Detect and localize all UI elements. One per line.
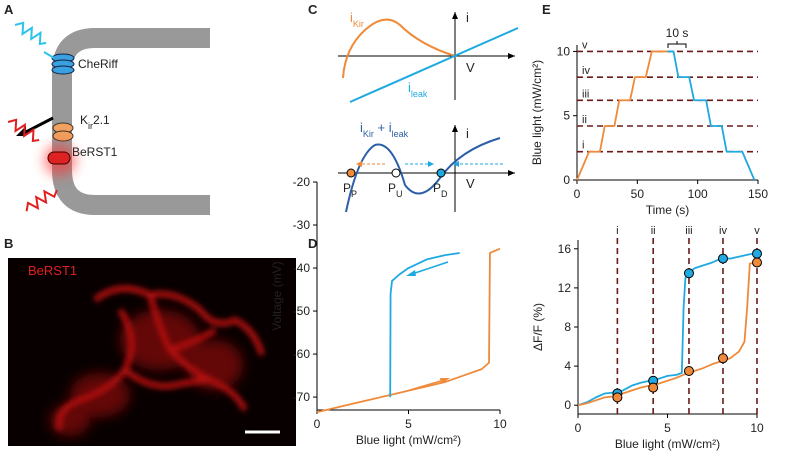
data-point (648, 382, 659, 393)
data-line (389, 252, 460, 398)
y-tick-label: 0 (564, 398, 571, 412)
y-tick-label: -30 (293, 218, 311, 232)
x-tick-label: 0 (314, 417, 321, 431)
text-part: ir (88, 121, 93, 131)
y-tick-label: 16 (558, 242, 572, 256)
x-tick-label: 5 (664, 421, 671, 435)
y-tick-label: -40 (293, 261, 311, 275)
y-tick-label: 4 (564, 359, 571, 373)
data-line (667, 50, 756, 181)
kir-label: Kir2.1 (80, 113, 110, 131)
reference-label: iv (719, 225, 727, 237)
text-part: Kir (353, 19, 364, 29)
reference-label: i (616, 225, 618, 237)
isum-label: iKir + ileak (360, 120, 409, 139)
axis-v: V (466, 60, 475, 75)
x-tick-label: 100 (688, 187, 708, 201)
data-point (717, 353, 728, 364)
iv-diagram-top: iKir ileak i V (338, 10, 519, 103)
y-tick-label: 12 (558, 281, 572, 295)
panel-label: B (4, 236, 13, 251)
text-part: i (350, 10, 353, 25)
panel-label: D (308, 236, 317, 251)
bracket (667, 41, 687, 48)
text-part: leak (411, 89, 428, 99)
x-tick-label: 10 (493, 417, 507, 431)
data-line (316, 247, 501, 414)
text-part: U (396, 189, 403, 199)
reference-label: iv (582, 65, 590, 77)
y-tick-label: 10 (557, 44, 571, 58)
y-tick-label: 8 (564, 320, 571, 334)
text-part: Kir (363, 129, 374, 139)
x-tick-label: 10 (750, 421, 764, 435)
y-axis-label: Voltage (mV) (270, 261, 284, 330)
data-point (612, 392, 623, 403)
data-point (717, 253, 728, 264)
reference-label: iii (685, 225, 692, 237)
image-label: BeRST1 (28, 263, 77, 278)
text-part: P (433, 181, 441, 195)
y-tick-label: -50 (293, 304, 311, 318)
panel-label: C (308, 2, 318, 17)
reference-label: v (754, 225, 760, 237)
y-tick-label: -60 (293, 347, 311, 361)
y-tick-label: -20 (293, 175, 311, 189)
ikir-label: iKir (350, 10, 364, 29)
panel-label: E (542, 2, 551, 17)
reference-label: ii (651, 225, 656, 237)
point-label: PD (433, 181, 448, 199)
berst-label: BeRST1 (72, 145, 118, 159)
panel-label: A (4, 2, 14, 17)
reference-label: v (582, 39, 588, 51)
y-tick-label: 5 (563, 109, 570, 123)
ileak-label: ileak (408, 80, 428, 99)
sweep-arrows (406, 261, 450, 391)
x-axis-label: Blue light (mW/cm²) (615, 437, 720, 451)
data-line (576, 50, 668, 181)
data-line (577, 251, 758, 407)
axis-v: V (466, 176, 475, 191)
reference-label: iii (582, 88, 589, 100)
text-part: i (360, 120, 363, 135)
reference-label: i (582, 140, 584, 152)
point-label: PP (343, 181, 357, 199)
data-point (752, 248, 762, 259)
data-point (683, 268, 694, 279)
data-point (752, 257, 762, 268)
data-line (577, 261, 758, 407)
iv-diagram-bottom: iKir + ileak i V PP PU PD (338, 120, 515, 213)
y-axis-label: Blue light (mW/cm²) (530, 60, 544, 165)
micrograph: BeRST1 (8, 258, 296, 446)
data-point (683, 365, 694, 376)
text-part: D (441, 189, 448, 199)
text-part: i (408, 80, 411, 95)
x-tick-label: 5 (405, 417, 412, 431)
cell-diagram: CheRiff Kir2.1 BeRST1 (7, 21, 210, 215)
text-part: leak (392, 129, 409, 139)
x-tick-label: 0 (574, 187, 581, 201)
annotation: 10 s (666, 26, 689, 40)
text-part: + i (374, 120, 392, 135)
y-axis-label: ΔF/F (%) (531, 303, 545, 351)
axis-i: i (466, 10, 469, 25)
text-part: P (343, 181, 351, 195)
x-tick-label: 50 (631, 187, 645, 201)
point-label: PU (388, 181, 403, 199)
text-part: 2.1 (93, 113, 110, 127)
axis-i: i (466, 126, 469, 141)
x-tick-label: 0 (575, 421, 582, 435)
text-part: P (388, 181, 396, 195)
reference-label: ii (582, 114, 587, 126)
x-axis-label: Blue light (mW/cm²) (356, 433, 461, 447)
x-tick-label: 150 (748, 187, 768, 201)
x-axis-label: Time (s) (646, 203, 690, 217)
y-tick-label: -70 (293, 390, 311, 404)
y-tick-label: 0 (563, 173, 570, 187)
cheriff-label: CheRiff (78, 57, 118, 71)
text-part: K (80, 113, 88, 127)
text-part: P (351, 189, 357, 199)
